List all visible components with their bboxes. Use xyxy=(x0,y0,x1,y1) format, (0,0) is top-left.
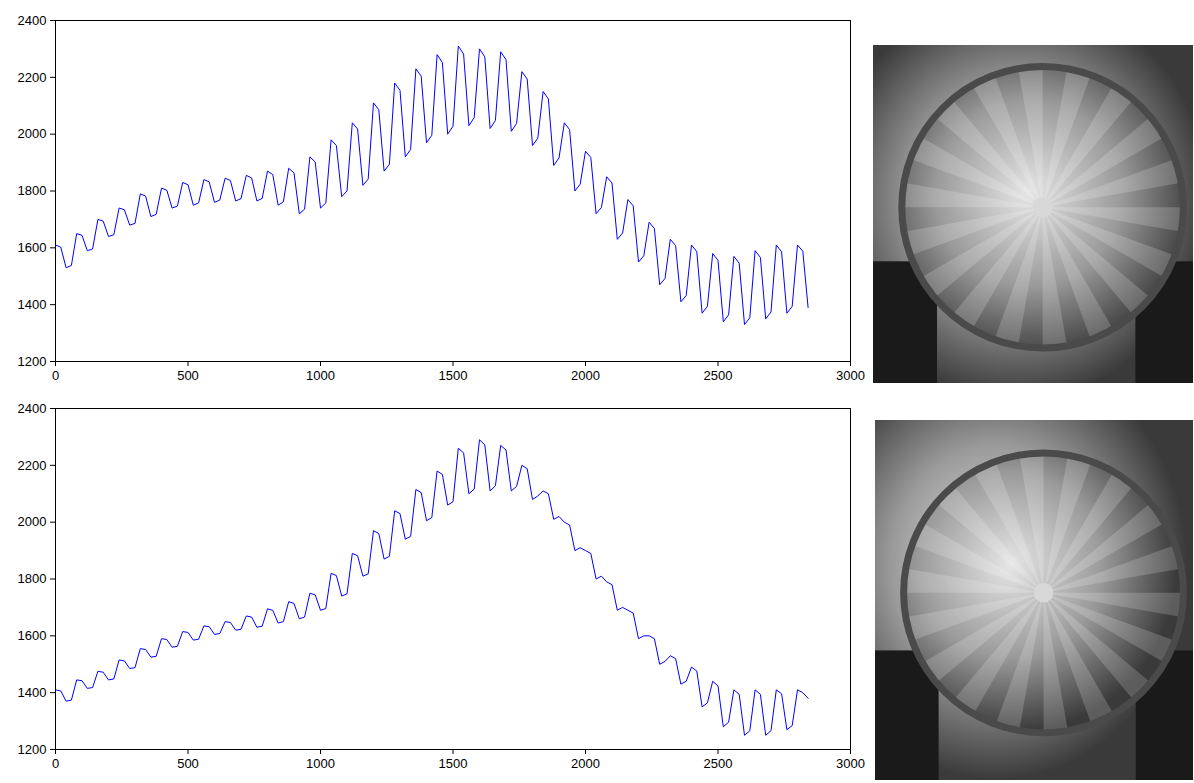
svg-text:2000: 2000 xyxy=(571,368,600,383)
svg-text:3000: 3000 xyxy=(836,368,865,383)
svg-text:1400: 1400 xyxy=(18,297,47,312)
svg-text:2400: 2400 xyxy=(18,13,47,28)
svg-text:2000: 2000 xyxy=(18,126,47,141)
svg-text:2000: 2000 xyxy=(18,514,47,529)
svg-text:1500: 1500 xyxy=(439,368,468,383)
svg-text:2000: 2000 xyxy=(571,756,600,771)
svg-text:1000: 1000 xyxy=(306,368,335,383)
svg-text:3000: 3000 xyxy=(836,756,865,771)
svg-text:1500: 1500 xyxy=(439,756,468,771)
svg-text:1600: 1600 xyxy=(18,628,47,643)
svg-text:0: 0 xyxy=(52,368,59,383)
svg-text:2500: 2500 xyxy=(704,756,733,771)
svg-text:500: 500 xyxy=(177,756,199,771)
svg-text:1800: 1800 xyxy=(18,571,47,586)
svg-text:1400: 1400 xyxy=(18,685,47,700)
svg-text:2200: 2200 xyxy=(18,457,47,472)
svg-text:2200: 2200 xyxy=(18,69,47,84)
svg-text:1600: 1600 xyxy=(18,240,47,255)
svg-text:1200: 1200 xyxy=(18,354,47,369)
svg-text:0: 0 xyxy=(52,756,59,771)
svg-text:1200: 1200 xyxy=(18,742,47,757)
svg-text:2500: 2500 xyxy=(704,368,733,383)
svg-text:2400: 2400 xyxy=(18,401,47,416)
svg-text:1800: 1800 xyxy=(18,183,47,198)
svg-text:1000: 1000 xyxy=(306,756,335,771)
svg-text:500: 500 xyxy=(177,368,199,383)
